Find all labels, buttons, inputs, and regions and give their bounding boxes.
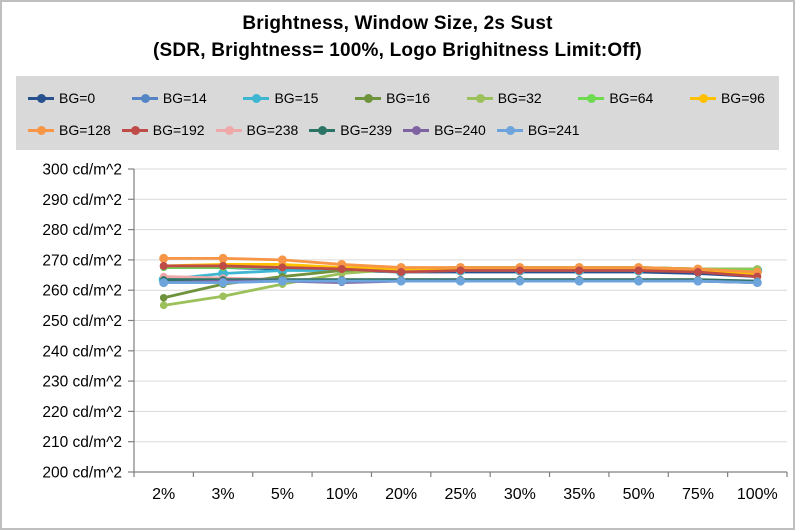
legend-label: BG=241 (527, 122, 580, 138)
legend-series-marker-icon (215, 125, 242, 135)
legend-series-marker-icon (28, 93, 54, 103)
series-bg-192 (159, 261, 762, 281)
data-point-marker (515, 266, 524, 275)
legend-item-bg-128: BG=128 (28, 122, 111, 138)
y-axis-label: 300 cd/m^2 (42, 162, 122, 179)
legend-item-bg-96: BG=96 (689, 90, 765, 106)
data-point-marker (456, 266, 465, 275)
legend-item-bg-241: BG=241 (496, 122, 580, 138)
chart-legend: BG=0 BG=14 BG=15 BG=16 BG=32 BG=64 BG=96 BG=128… (16, 76, 779, 150)
legend-series-marker-icon (403, 125, 430, 135)
data-point-marker (693, 268, 702, 277)
y-axis-label: 270 cd/m^2 (42, 252, 122, 269)
data-point-marker (575, 266, 584, 275)
data-point-marker (396, 276, 406, 286)
legend-label: BG=239 (340, 122, 393, 138)
legend-label: BG=238 (246, 122, 299, 138)
data-point-marker (278, 263, 287, 272)
legend-label: BG=0 (59, 90, 96, 106)
y-axis-label: 250 cd/m^2 (42, 313, 122, 330)
data-point-marker (752, 278, 762, 288)
legend-series-marker-icon (121, 125, 148, 135)
data-point-marker (159, 261, 168, 270)
data-point-marker (159, 278, 169, 288)
data-point-marker (634, 266, 643, 275)
legend-series-marker-icon (578, 93, 605, 103)
x-axis-label: 35% (563, 486, 595, 503)
legend-series-marker-icon (689, 93, 716, 103)
x-axis-label: 2% (152, 486, 175, 503)
legend-item-bg-0: BG=0 (28, 90, 95, 106)
data-point-marker (277, 255, 287, 265)
data-point-marker (159, 293, 168, 302)
x-axis-label: 50% (623, 486, 655, 503)
legend-label: BG=16 (386, 90, 431, 106)
chart-title: Brightness, Window Size, 2s Sust (SDR, B… (2, 10, 793, 64)
legend-series-marker-icon (131, 93, 158, 103)
legend-label: BG=192 (152, 122, 205, 138)
data-point-marker (456, 276, 465, 286)
legend-item-bg-239: BG=239 (309, 122, 392, 138)
legend-label: BG=96 (720, 90, 765, 106)
data-point-marker (693, 276, 703, 286)
x-axis-label: 100% (737, 486, 778, 503)
data-point-marker (634, 276, 644, 286)
data-point-marker (277, 276, 287, 286)
x-axis-label: 75% (682, 486, 714, 503)
y-axis-label: 240 cd/m^2 (42, 343, 122, 360)
x-axis-label: 5% (271, 486, 294, 503)
legend-row-1: BG=0 BG=14 BG=15 BG=16 BG=32 BG=64 BG=96 (28, 82, 765, 114)
x-axis-label: 25% (444, 486, 476, 503)
y-axis-label: 200 cd/m^2 (42, 465, 122, 482)
legend-item-bg-64: BG=64 (578, 90, 653, 106)
y-axis-label: 280 cd/m^2 (42, 222, 122, 239)
legend-label: BG=15 (274, 90, 319, 106)
legend-item-bg-32: BG=32 (466, 90, 542, 106)
series-bg-241 (159, 276, 762, 288)
data-point-marker (397, 268, 406, 277)
legend-label: BG=128 (59, 122, 111, 138)
legend-series-marker-icon (309, 125, 336, 135)
legend-series-marker-icon (496, 125, 523, 135)
legend-row-2: BG=128 BG=192 BG=238 BG=239 BG=240 BG=241 (28, 114, 765, 146)
x-axis-label: 10% (326, 486, 358, 503)
x-axis-label: 20% (385, 486, 417, 503)
y-axis-label: 230 cd/m^2 (42, 374, 122, 391)
data-point-marker (218, 278, 228, 288)
legend-item-bg-16: BG=16 (355, 90, 430, 106)
data-point-marker (159, 253, 169, 263)
legend-series-marker-icon (28, 125, 54, 135)
y-axis-label: 210 cd/m^2 (42, 434, 122, 451)
data-point-marker (574, 276, 584, 286)
legend-item-bg-240: BG=240 (403, 122, 486, 138)
legend-item-bg-192: BG=192 (121, 122, 205, 138)
legend-item-bg-15: BG=15 (243, 90, 318, 106)
chart-title-line1: Brightness, Window Size, 2s Sust (242, 13, 553, 34)
y-axis-label: 220 cd/m^2 (42, 404, 122, 421)
legend-item-bg-238: BG=238 (215, 122, 299, 138)
data-point-marker (337, 264, 346, 273)
data-point-marker (337, 276, 347, 286)
legend-item-bg-14: BG=14 (131, 90, 207, 106)
legend-series-marker-icon (355, 93, 382, 103)
legend-label: BG=32 (497, 90, 542, 106)
data-point-marker (219, 292, 227, 301)
data-point-marker (515, 276, 525, 286)
legend-series-marker-icon (466, 93, 493, 103)
legend-label: BG=240 (434, 122, 486, 138)
legend-label: BG=64 (609, 90, 654, 106)
x-axis-label: 3% (211, 486, 234, 503)
legend-label: BG=14 (162, 90, 207, 106)
chart-title-line2: (SDR, Brightness= 100%, Logo Brighitness… (153, 40, 642, 61)
y-axis-label: 290 cd/m^2 (42, 192, 122, 209)
x-axis-label: 30% (504, 486, 536, 503)
legend-series-marker-icon (243, 93, 270, 103)
y-axis-label: 260 cd/m^2 (42, 283, 122, 300)
data-point-marker (159, 301, 168, 310)
data-point-marker (218, 253, 228, 263)
data-point-marker (219, 261, 228, 270)
